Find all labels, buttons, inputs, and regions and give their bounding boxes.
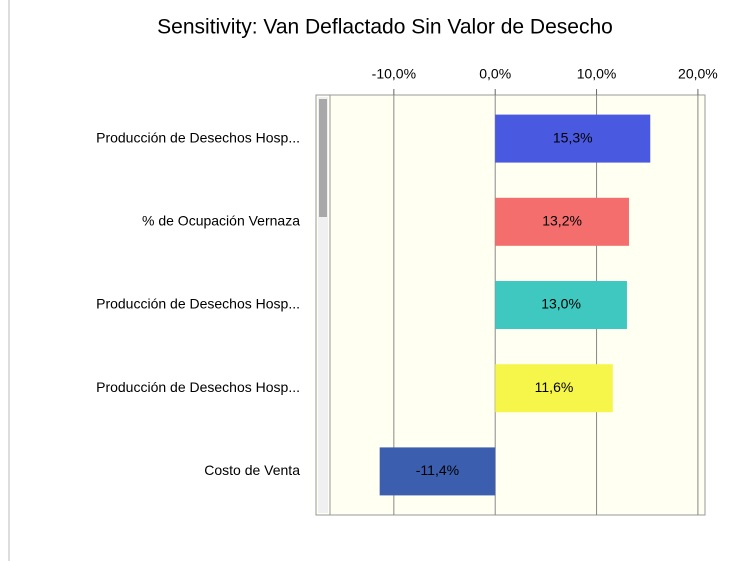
value-label: 13,2%	[542, 213, 582, 229]
bar	[379, 447, 496, 496]
x-tick-label: 10,0%	[577, 66, 617, 82]
x-tick-label: -10,0%	[372, 66, 416, 82]
value-label: 15,3%	[553, 129, 593, 145]
value-label: -11,4%	[416, 462, 459, 478]
x-tick-label: 20,0%	[678, 66, 718, 82]
bar	[495, 364, 613, 413]
bar	[495, 197, 629, 246]
y-tick-label: Producción de Desechos Hosp...	[96, 379, 300, 395]
chart-title: Sensitivity: Van Deflactado Sin Valor de…	[157, 16, 613, 39]
value-label: 11,6%	[535, 379, 574, 395]
y-tick-label: % de Ocupación Vernaza	[142, 213, 300, 229]
scrollbar[interactable]	[318, 97, 328, 513]
bar	[495, 114, 651, 163]
y-tick-label: Producción de Desechos Hosp...	[96, 129, 300, 145]
value-label: 13,0%	[541, 296, 581, 312]
y-tick-label: Producción de Desechos Hosp...	[96, 296, 300, 312]
x-tick-label: 0,0%	[479, 66, 511, 82]
bar	[495, 281, 627, 329]
y-tick-label: Costo de Venta	[204, 462, 300, 478]
scrollbar-thumb[interactable]	[319, 99, 327, 217]
